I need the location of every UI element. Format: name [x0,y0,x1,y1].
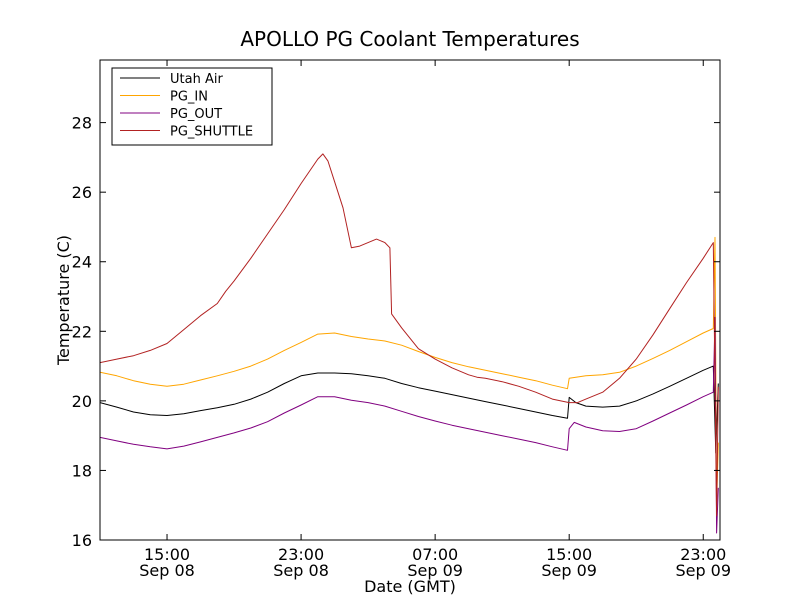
x-axis-title: Date (GMT) [364,577,456,596]
x-tick-label-date: Sep 09 [407,561,463,580]
series-line-utah-air [100,365,719,454]
x-tick-label-time: 07:00 [412,545,458,564]
series-line-pg-out [100,316,719,534]
legend-label-pg-in: PG_IN [170,90,208,105]
x-tick-label-date: Sep 09 [675,561,731,580]
y-tick-label: 28 [72,114,92,133]
y-tick-label: 24 [72,253,92,272]
legend-label-pg-out: PG_OUT [170,107,222,122]
y-tick-label: 18 [72,461,92,480]
y-tick-label: 16 [72,531,92,550]
legend-label-pg-shuttle: PG_SHUTTLE [170,125,253,140]
legend: Utah Air PG_IN PG_OUT PG_SHUTTLE [111,67,273,146]
series-line-pg-shuttle [100,153,719,517]
chart-title: APOLLO PG Coolant Temperatures [240,27,579,51]
x-tick-label-date: Sep 08 [273,561,329,580]
legend-label-utah-air: Utah Air [170,72,223,87]
x-tick-label-date: Sep 08 [139,561,195,580]
x-tick-label-time: 15:00 [144,545,190,564]
x-tick-label-time: 15:00 [546,545,592,564]
plot-frame [99,59,721,541]
y-tick-label: 26 [72,183,92,202]
y-tick-label: 22 [72,322,92,341]
y-tick-label: 20 [72,392,92,411]
x-tick-label-time: 23:00 [680,545,726,564]
legend-frame [111,67,273,146]
series-line-pg-in [100,236,719,506]
y-axis-title: Temperature (C) [54,235,73,366]
x-tick-label-date: Sep 09 [541,561,597,580]
x-tick-label-time: 23:00 [278,545,324,564]
